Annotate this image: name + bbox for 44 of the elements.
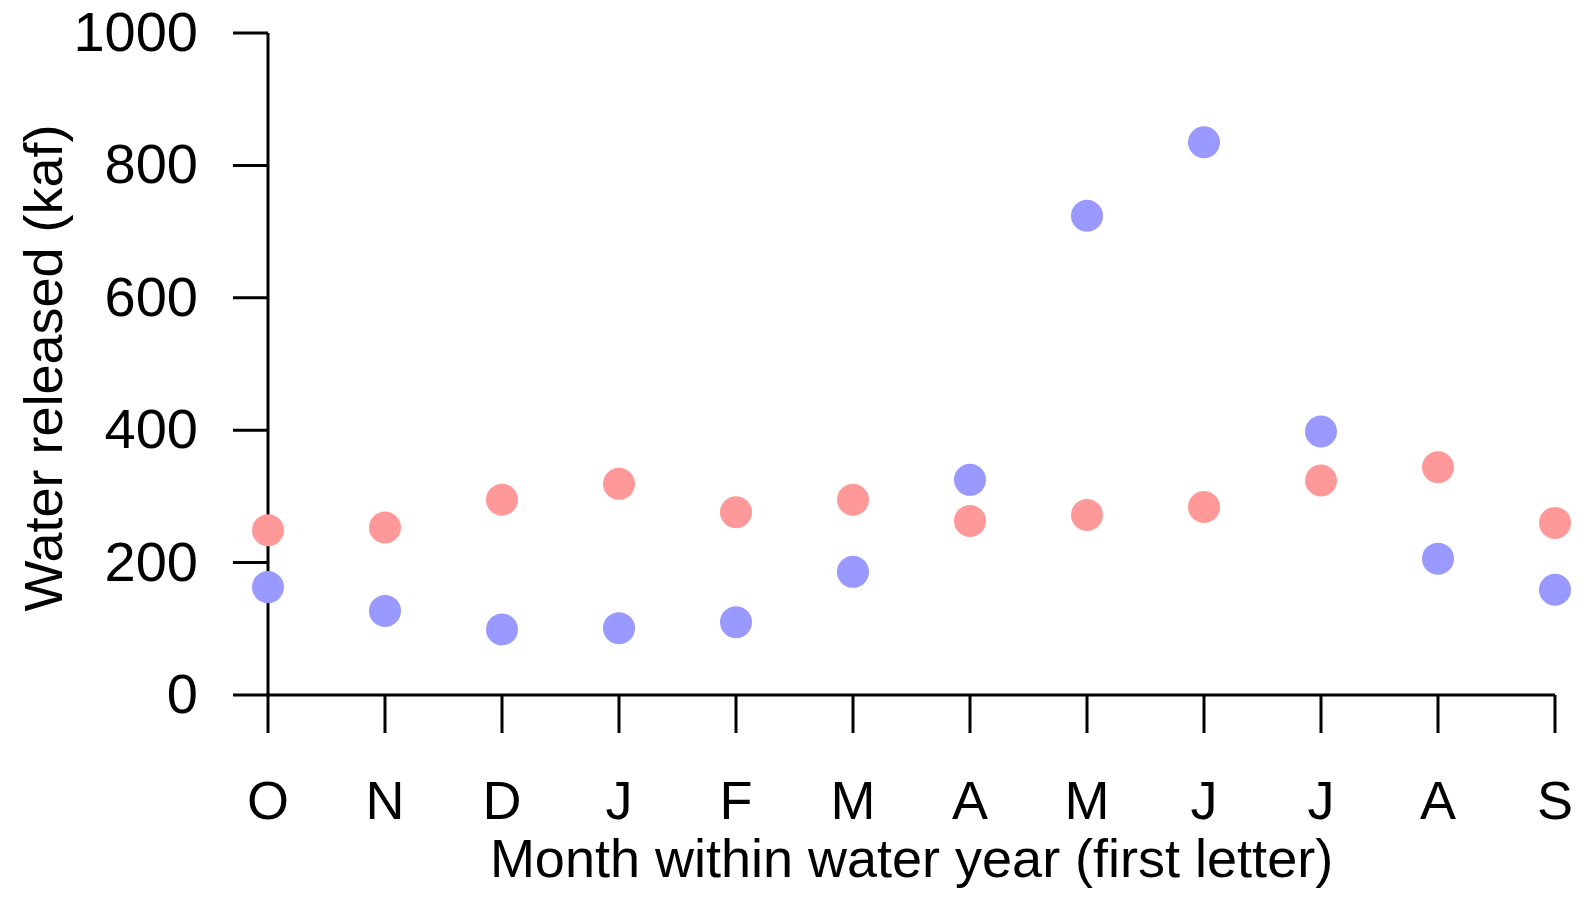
y-tick-label: 400 [104,397,198,461]
x-tick-label: D [482,770,522,831]
point [252,514,284,547]
point [1188,490,1220,523]
point [1422,542,1454,575]
point [720,606,752,639]
point [603,612,635,645]
point [837,483,869,516]
x-tick-label: N [365,770,405,831]
x-tick-label: J [605,770,633,831]
x-tick-label: A [1419,770,1457,831]
point [369,594,401,627]
x-tick-label: M [830,770,876,831]
point [486,483,518,516]
point [954,504,986,537]
point [603,467,635,500]
point [486,613,518,646]
point [1539,573,1571,606]
x-axis-title: Month within water year (first letter) [489,828,1334,888]
point [720,496,752,529]
point [1071,199,1103,232]
point [1071,498,1103,531]
point [1305,415,1337,448]
x-tick-label: J [1190,770,1218,831]
x-tick-label: S [1536,770,1574,831]
point [837,555,869,588]
x-tick-label: F [719,770,753,831]
x-tick-label: M [1064,770,1110,831]
point [1422,451,1454,484]
point [1188,126,1220,159]
x-tick-label: O [246,770,290,831]
y-tick-label: 1000 [73,0,198,63]
y-tick-label: 800 [104,132,198,196]
point [1305,464,1337,497]
x-tick-label: A [951,770,989,831]
y-axis-title: Water released (kaf) [13,124,73,612]
point [369,511,401,544]
x-tick-label: J [1307,770,1335,831]
point [1539,506,1571,539]
point [252,571,284,604]
y-tick-label: 600 [104,264,198,328]
y-tick-label: 200 [104,529,198,593]
y-tick-label: 0 [166,661,198,725]
point [954,463,986,496]
